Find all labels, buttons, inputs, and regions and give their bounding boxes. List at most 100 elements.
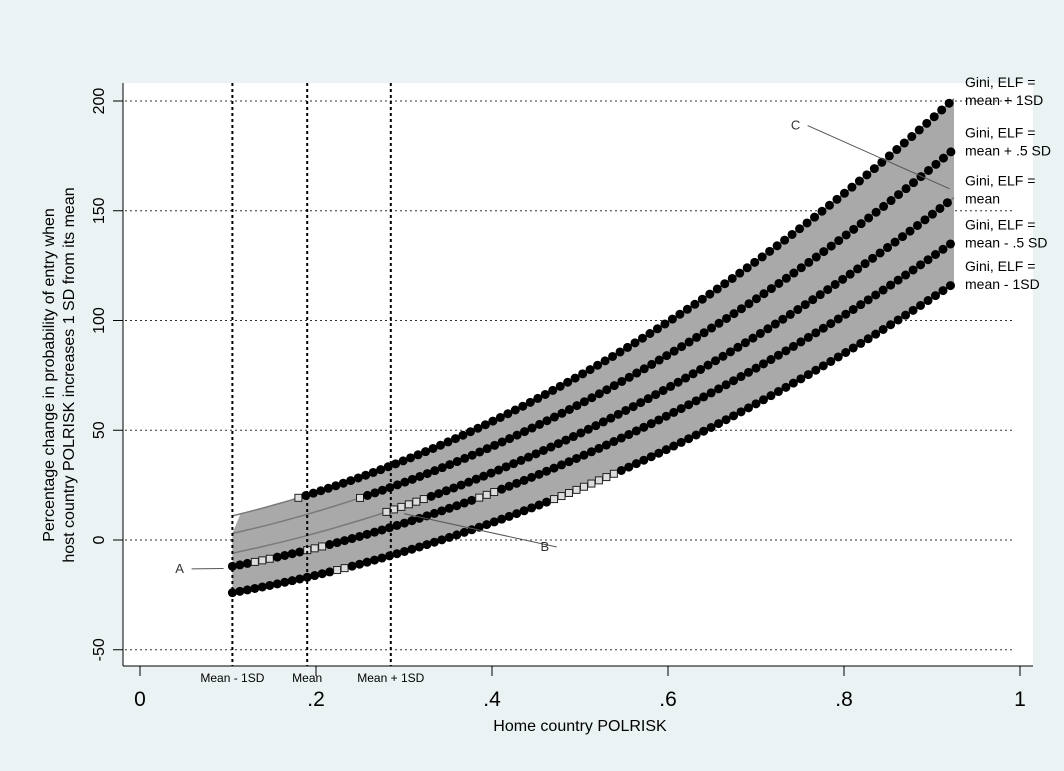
series-0-marker	[660, 319, 670, 329]
series-3-marker	[863, 295, 873, 305]
series-3-marker	[938, 244, 948, 254]
series-0-marker	[421, 447, 431, 457]
series-0-marker	[488, 416, 498, 426]
series-2-marker	[905, 226, 915, 236]
series-0-marker	[376, 465, 386, 475]
ref-line-label-0: Mean - 1SD	[200, 671, 264, 685]
series-3-marker	[452, 501, 462, 511]
series-1-marker	[789, 268, 799, 278]
series-4-marker	[729, 411, 739, 421]
series-0-marker	[772, 241, 782, 251]
series-2-marker	[718, 351, 728, 361]
series-1-marker	[826, 241, 836, 251]
series-2-marker	[479, 471, 489, 481]
series-2-marker	[621, 405, 631, 415]
series-0-marker	[682, 304, 692, 314]
series-0-marker	[697, 294, 707, 304]
series-2-marker	[740, 338, 750, 348]
series-label-3: Gini, ELF =	[965, 216, 1035, 232]
series-3-marker	[818, 323, 828, 333]
series-4-marker	[938, 286, 948, 296]
series-2-marker	[553, 439, 563, 449]
series-2-marker	[800, 300, 810, 310]
series-2-marker	[868, 253, 878, 263]
series-1-marker	[377, 485, 387, 495]
series-3-marker	[287, 549, 297, 559]
series-3-marker	[557, 460, 567, 470]
series-0-marker	[510, 405, 520, 415]
series-3-marker	[459, 498, 469, 508]
series-3-marker	[429, 508, 439, 518]
series-1-marker	[849, 224, 859, 234]
series-1-marker	[400, 477, 410, 487]
series-2-marker	[449, 483, 459, 493]
series-1-marker	[415, 471, 425, 481]
series-2-marker	[441, 486, 451, 496]
series-3-marker	[886, 280, 896, 290]
series-1-marker	[422, 469, 432, 479]
series-3-marker	[691, 396, 701, 406]
series-3-marker	[788, 341, 798, 351]
series-1-marker	[736, 304, 746, 314]
series-2-marker	[382, 507, 391, 516]
series-2-marker	[628, 402, 638, 412]
series-3-marker	[646, 419, 656, 429]
series-4-marker	[227, 588, 237, 598]
series-2-marker	[546, 442, 556, 452]
series-1-marker	[879, 201, 889, 211]
series-3-marker	[781, 346, 791, 356]
series-0-marker	[600, 356, 610, 366]
series-1-marker	[938, 153, 948, 163]
series-1-marker	[564, 404, 574, 414]
series-0-marker	[391, 459, 401, 469]
series-0-marker	[458, 430, 468, 440]
series-2-marker	[591, 421, 601, 431]
series-4-marker	[265, 580, 275, 590]
series-4-marker	[886, 320, 896, 330]
series-2-marker	[703, 360, 713, 370]
series-1-marker	[430, 466, 440, 476]
series-3-marker	[706, 388, 716, 398]
series-4-marker	[572, 485, 581, 494]
series-4-marker	[512, 509, 522, 519]
series-3-marker	[571, 453, 581, 463]
series-3-marker	[714, 384, 724, 394]
series-1-marker	[549, 412, 559, 422]
y-tick-label-5: 200	[91, 88, 108, 115]
series-1-marker	[819, 247, 829, 257]
series-1-marker	[864, 213, 874, 223]
series-3-marker	[945, 239, 955, 249]
series-0-marker	[578, 369, 588, 379]
series-1-marker	[356, 493, 364, 502]
series-4-marker	[669, 441, 679, 451]
series-3-marker	[519, 475, 529, 485]
series-1-marker	[744, 299, 754, 309]
series-0-marker	[869, 164, 879, 174]
series-label-1: mean + .5 SD	[965, 142, 1051, 158]
series-2-marker	[516, 455, 526, 465]
series-0-marker	[854, 176, 864, 186]
series-4-marker	[856, 338, 866, 348]
series-0-marker	[780, 235, 790, 245]
series-2-marker	[598, 417, 608, 427]
annotation-line-2	[807, 125, 950, 190]
series-4-marker	[565, 488, 573, 497]
series-4-marker	[602, 473, 611, 482]
series-1-marker	[647, 359, 657, 369]
series-3-marker	[444, 503, 454, 513]
series-4-marker	[923, 296, 933, 306]
series-3-marker	[931, 250, 941, 260]
series-4-marker	[452, 530, 462, 540]
series-0-marker	[555, 381, 565, 391]
series-4-marker	[811, 365, 821, 375]
series-1-marker	[669, 346, 679, 356]
series-1-marker	[841, 230, 851, 240]
series-0-marker	[450, 434, 460, 444]
y-tick-label-3: 100	[91, 307, 108, 334]
series-2-marker	[486, 468, 496, 478]
series-4-marker	[250, 583, 260, 593]
series-4-marker	[609, 469, 618, 478]
series-1-marker	[527, 423, 537, 433]
series-4-marker	[878, 324, 888, 334]
series-0-marker	[428, 443, 438, 453]
